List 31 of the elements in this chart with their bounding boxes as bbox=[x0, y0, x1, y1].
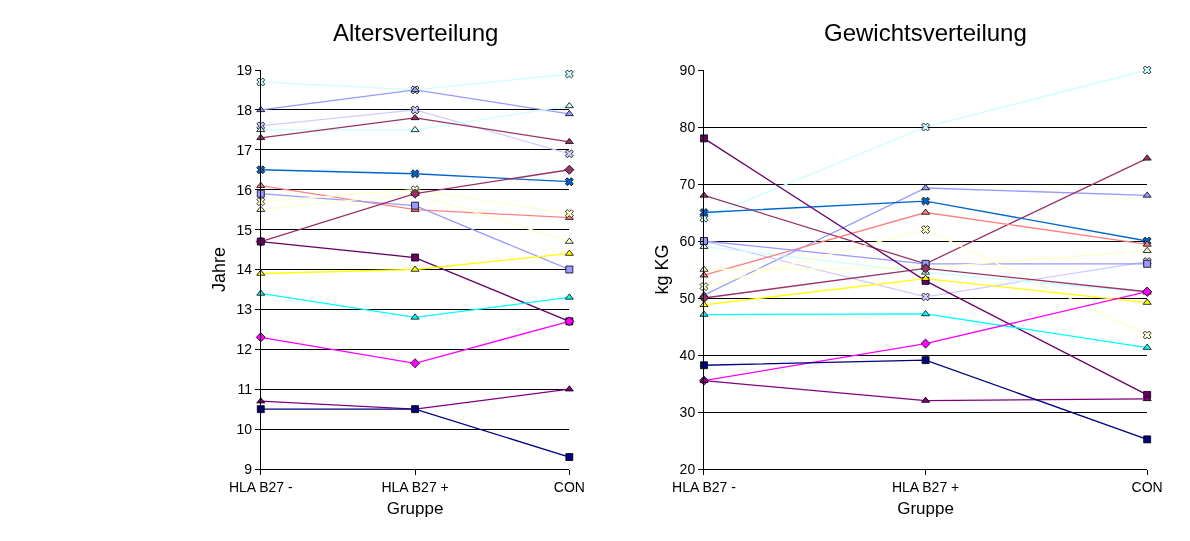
y-tick-label: 17 bbox=[236, 141, 253, 158]
x-axis-title: Gruppe bbox=[897, 499, 954, 519]
y-tick-label: 9 bbox=[244, 460, 253, 477]
y-axis-title: Jahre bbox=[208, 246, 229, 293]
y-tick-label: 11 bbox=[237, 381, 253, 398]
chart-title: Gewichtsverteilung bbox=[824, 19, 1027, 46]
y-tick-label: 12 bbox=[236, 341, 253, 358]
x-tick-label: HLA B27 + bbox=[381, 478, 449, 495]
y-tick-label: 15 bbox=[236, 221, 253, 238]
y-tick-label: 14 bbox=[236, 261, 253, 278]
y-tick-label: 19 bbox=[236, 61, 253, 78]
y-tick-label: 60 bbox=[679, 232, 696, 249]
y-tick-label: 40 bbox=[679, 346, 696, 363]
y-tick-label: 10 bbox=[236, 421, 253, 437]
y-tick-label: 13 bbox=[236, 301, 253, 318]
x-axis-title: Gruppe bbox=[386, 499, 444, 519]
y-axis-title: kg KG bbox=[651, 244, 672, 295]
x-tick-label: HLA B27 - bbox=[228, 478, 294, 495]
chart-title: Altersverteilung bbox=[333, 19, 499, 46]
y-tick-label: 70 bbox=[679, 175, 696, 192]
x-tick-label: CON bbox=[1131, 478, 1163, 495]
x-tick-label: HLA B27 - bbox=[672, 478, 737, 495]
y-tick-label: 80 bbox=[679, 118, 696, 135]
y-tick-label: 18 bbox=[236, 101, 253, 118]
x-tick-label: CON bbox=[553, 478, 585, 495]
y-tick-label: 30 bbox=[679, 403, 696, 420]
y-tick-label: 50 bbox=[679, 289, 696, 306]
y-tick-label: 90 bbox=[679, 61, 696, 78]
x-tick-label: HLA B27 + bbox=[891, 478, 960, 495]
y-tick-label: 20 bbox=[679, 460, 696, 477]
y-tick-label: 16 bbox=[236, 181, 253, 198]
